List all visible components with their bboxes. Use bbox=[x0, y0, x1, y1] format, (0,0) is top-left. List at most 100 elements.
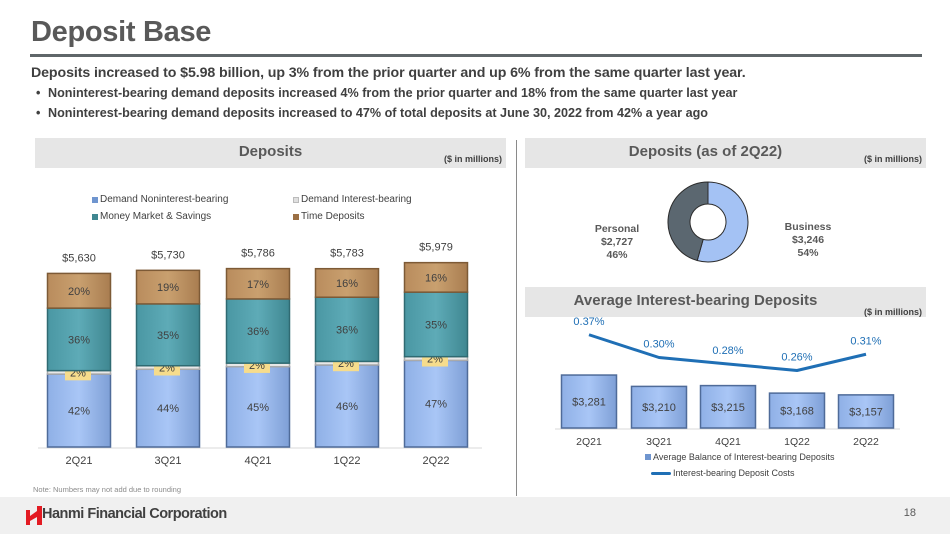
bullet-icon: • bbox=[36, 86, 41, 100]
deposits-mix-panel-title: Deposits (as of 2Q22) bbox=[628, 143, 783, 160]
legend-label: Demand Noninterest-bearing bbox=[100, 194, 229, 205]
footer: Hanmi Financial Corporation 18 bbox=[0, 497, 950, 534]
data-label: 44% bbox=[157, 403, 179, 415]
avg-balance-bar bbox=[768, 392, 826, 429]
legend-label: Average Balance of Interest-bearing Depo… bbox=[653, 452, 835, 462]
data-label: 16% bbox=[336, 278, 358, 290]
data-label: 17% bbox=[247, 279, 269, 291]
donut-slice-business bbox=[696, 181, 749, 263]
bar-segment-money-market bbox=[46, 307, 112, 372]
panel-divider bbox=[516, 140, 517, 496]
legend-item-time: Time Deposits bbox=[293, 211, 365, 222]
footnote: Note: Numbers may not add due to roundin… bbox=[33, 485, 182, 494]
total-label: $5,786 bbox=[241, 248, 275, 260]
bullet-item: • Noninterest-bearing demand deposits inc… bbox=[36, 106, 708, 120]
legend-line-deposit-costs bbox=[651, 471, 671, 475]
bullet-text: Noninterest-bearing demand deposits incr… bbox=[48, 86, 738, 100]
x-tick-label: 3Q21 bbox=[155, 455, 182, 467]
donut-label-percent: 54% bbox=[797, 247, 819, 259]
bar-segment-money-market bbox=[225, 298, 291, 364]
avg-balance-label: $3,210 bbox=[642, 402, 676, 414]
legend-label: Interest-bearing Deposit Costs bbox=[673, 468, 795, 478]
page-title: Deposit Base bbox=[31, 16, 212, 48]
bar-segment-time bbox=[225, 267, 291, 300]
bar-segment-time bbox=[46, 272, 112, 309]
total-label: $5,630 bbox=[62, 252, 96, 264]
deposits-mix-panel-unit: ($ in millions) bbox=[863, 154, 922, 164]
legend-item-deposit-costs: Interest-bearing Deposit Costs bbox=[651, 468, 795, 478]
avg-ib-panel-unit: ($ in millions) bbox=[863, 307, 922, 317]
avg-balance-label: $3,215 bbox=[711, 402, 745, 414]
donut-slice-personal bbox=[667, 181, 709, 262]
data-label: 47% bbox=[425, 399, 447, 411]
company-name: Hanmi Financial Corporation bbox=[42, 506, 227, 522]
x-tick-label: 2Q22 bbox=[423, 455, 450, 467]
total-label: $5,783 bbox=[330, 248, 364, 260]
bar-segment-noninterest bbox=[225, 365, 291, 448]
page-number: 18 bbox=[903, 507, 916, 519]
total-label: $5,979 bbox=[419, 242, 453, 254]
avg-balance-bar bbox=[837, 394, 895, 429]
donut-label-percent: 46% bbox=[606, 249, 628, 261]
bar-segment-noninterest bbox=[314, 364, 380, 448]
bar-segment-noninterest bbox=[403, 359, 469, 448]
bullet-icon: • bbox=[36, 106, 41, 120]
deposit-cost-label: 0.37% bbox=[573, 316, 604, 328]
legend-swatch-money-market bbox=[92, 213, 98, 220]
bar-segment-time bbox=[314, 267, 380, 298]
bar-segment-money-market bbox=[403, 291, 469, 358]
x-tick-label: 2Q21 bbox=[576, 436, 602, 448]
avg-balance-label: $3,157 bbox=[849, 406, 883, 418]
deposit-cost-label: 0.28% bbox=[712, 345, 743, 357]
x-tick-label: 2Q22 bbox=[853, 436, 879, 448]
hanmi-logo-icon bbox=[26, 506, 42, 525]
x-tick-label: 2Q21 bbox=[66, 455, 93, 467]
deposits-panel-title: Deposits bbox=[238, 143, 303, 160]
legend-item-money-market: Money Market & Savings bbox=[92, 211, 211, 222]
avg-balance-label: $3,281 bbox=[572, 397, 606, 409]
donut-label-name: Personal bbox=[595, 223, 639, 235]
title-rule bbox=[30, 54, 922, 57]
legend-label: Demand Interest-bearing bbox=[301, 194, 412, 205]
deposit-cost-label: 0.26% bbox=[781, 352, 812, 364]
data-label: 45% bbox=[247, 402, 269, 414]
donut-label-value: $3,246 bbox=[792, 234, 824, 246]
total-label: $5,730 bbox=[151, 249, 185, 261]
legend-swatch-interest bbox=[293, 196, 299, 203]
x-tick-label: 1Q22 bbox=[334, 455, 361, 467]
legend-item-interest: Demand Interest-bearing bbox=[293, 194, 412, 205]
avg-balance-bar bbox=[560, 374, 618, 429]
data-label: 35% bbox=[425, 319, 447, 331]
donut-label-name: Business bbox=[785, 221, 832, 233]
data-label: 46% bbox=[336, 401, 358, 413]
x-tick-label: 4Q21 bbox=[715, 436, 741, 448]
donut-label-value: $2,727 bbox=[601, 236, 633, 248]
avg-ib-panel-title: Average Interest-bearing Deposits bbox=[573, 292, 818, 309]
deposits-panel-header: Deposits ($ in millions) bbox=[35, 138, 506, 168]
legend-swatch-avg-balance bbox=[645, 454, 651, 460]
data-label: 20% bbox=[68, 286, 90, 298]
legend-label: Money Market & Savings bbox=[100, 211, 212, 222]
deposits-panel-unit: ($ in millions) bbox=[443, 154, 502, 164]
x-tick-label: 1Q22 bbox=[784, 436, 810, 448]
avg-ib-panel-header: Average Interest-bearing Deposits ($ in … bbox=[525, 287, 926, 317]
bar-segment-noninterest bbox=[135, 368, 201, 448]
legend-item-noninterest: Demand Noninterest-bearing bbox=[92, 194, 228, 205]
data-label: 36% bbox=[336, 324, 358, 336]
avg-balance-bar bbox=[630, 385, 688, 429]
data-label: 16% bbox=[425, 272, 447, 284]
x-tick-label: 3Q21 bbox=[646, 436, 672, 448]
data-label: 36% bbox=[68, 334, 90, 346]
x-tick-label: 4Q21 bbox=[245, 455, 272, 467]
legend-swatch-noninterest bbox=[92, 196, 98, 203]
bullet-item: • Noninterest-bearing demand deposits inc… bbox=[36, 86, 737, 100]
deposit-cost-label: 0.30% bbox=[643, 339, 674, 351]
legend-label: Time Deposits bbox=[301, 211, 365, 222]
summary-text: Deposits increased to $5.98 billion, up … bbox=[31, 65, 746, 81]
data-label: 36% bbox=[247, 326, 269, 338]
data-label: 35% bbox=[157, 330, 179, 342]
bar-segment-time bbox=[403, 261, 469, 293]
legend-swatch-time bbox=[293, 213, 299, 220]
avg-balance-label: $3,168 bbox=[780, 406, 814, 418]
